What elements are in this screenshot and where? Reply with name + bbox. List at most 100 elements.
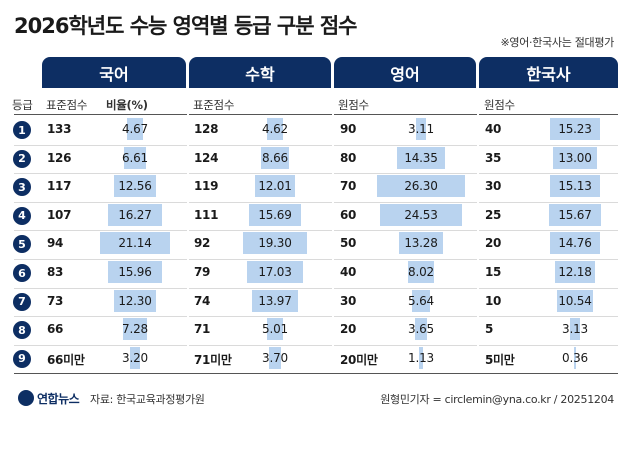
korean-ratio-bar bbox=[129, 346, 141, 369]
column-separator bbox=[187, 57, 189, 373]
math-ratio-bar bbox=[254, 175, 296, 198]
row-divider bbox=[14, 287, 618, 289]
korean-score: 66 bbox=[47, 322, 64, 337]
english-score: 40 bbox=[340, 265, 357, 279]
column-separator bbox=[332, 57, 334, 373]
history-ratio-value: 15.23 bbox=[558, 122, 592, 136]
row-divider bbox=[14, 230, 618, 232]
korean-ratio-value: 12.56 bbox=[118, 179, 152, 194]
history-ratio-bar bbox=[554, 261, 596, 283]
korean-ratio-value: 6.61 bbox=[122, 150, 148, 165]
korean-ratio-value: 3.20 bbox=[122, 350, 148, 365]
header-math: 수학 bbox=[189, 57, 331, 88]
source-text: 자료: 한국교육과정평가원 bbox=[90, 393, 205, 406]
korean-ratio-value: 15.96 bbox=[118, 265, 152, 279]
header-divider bbox=[14, 114, 618, 115]
math-score: 92 bbox=[194, 236, 211, 251]
math-score: 111 bbox=[194, 207, 219, 222]
history-score-label: 원점수 bbox=[484, 98, 515, 112]
history-ratio-value: 12.18 bbox=[558, 265, 592, 279]
history-ratio-value: 10.54 bbox=[558, 293, 592, 308]
math-ratio-value: 17.03 bbox=[258, 265, 292, 279]
row-divider bbox=[14, 316, 618, 318]
history-score: 5미만 bbox=[485, 352, 515, 367]
math-score: 79 bbox=[194, 265, 211, 279]
grade-badge: 2 bbox=[13, 149, 31, 168]
math-ratio-value: 15.69 bbox=[258, 207, 292, 222]
history-ratio-bar bbox=[557, 289, 593, 312]
korean-score: 73 bbox=[47, 293, 64, 308]
korean-ratio-value: 12.30 bbox=[118, 293, 152, 308]
korean-ratio-bar bbox=[123, 146, 147, 169]
history-ratio-bar bbox=[550, 232, 600, 255]
brand-name: 연합뉴스 bbox=[37, 392, 80, 406]
header-english: 영어 bbox=[334, 57, 476, 88]
korean-score: 133 bbox=[47, 122, 72, 136]
math-ratio-bar bbox=[246, 261, 304, 283]
history-ratio-value: 14.76 bbox=[558, 236, 592, 251]
math-ratio-bar bbox=[267, 118, 283, 140]
korean-ratio-bar bbox=[108, 261, 162, 283]
row-divider bbox=[14, 144, 618, 146]
english-ratio-bar bbox=[398, 232, 444, 255]
korean-score-label: 표준점수 bbox=[46, 98, 88, 112]
grade-badge: 3 bbox=[13, 178, 31, 197]
english-score: 70 bbox=[340, 179, 357, 194]
page-title: 2026학년도 수능 영역별 등급 구분 점수 bbox=[14, 14, 357, 38]
english-score: 20미만 bbox=[340, 352, 378, 367]
math-score: 124 bbox=[194, 150, 219, 165]
korean-score: 107 bbox=[47, 207, 72, 222]
math-score: 119 bbox=[194, 179, 219, 194]
history-ratio-value: 13.00 bbox=[558, 150, 592, 165]
yonhap-logo-icon bbox=[18, 390, 34, 406]
history-ratio-bar bbox=[549, 175, 601, 198]
history-score: 25 bbox=[485, 207, 502, 222]
history-ratio-bar bbox=[574, 346, 576, 369]
english-ratio-bar bbox=[411, 289, 431, 312]
english-score: 20 bbox=[340, 322, 357, 337]
history-ratio-bar bbox=[569, 318, 581, 341]
history-ratio-value: 15.13 bbox=[558, 179, 592, 194]
grade-badge: 7 bbox=[13, 292, 31, 311]
english-ratio-value: 5.64 bbox=[408, 293, 434, 308]
math-ratio-value: 5.01 bbox=[262, 322, 288, 337]
english-ratio-value: 14.35 bbox=[404, 150, 438, 165]
english-ratio-bar bbox=[414, 318, 428, 341]
history-ratio-value: 3.13 bbox=[562, 322, 588, 337]
english-ratio-bar bbox=[396, 146, 445, 169]
english-ratio-bar bbox=[377, 175, 465, 198]
english-ratio-value: 13.28 bbox=[404, 236, 438, 251]
header-korean: 국어 bbox=[42, 57, 186, 88]
grade-label: 등급 bbox=[12, 98, 33, 112]
korean-score: 66미만 bbox=[47, 352, 85, 367]
history-score: 10 bbox=[485, 293, 502, 308]
math-ratio-bar bbox=[268, 346, 282, 369]
korean-score: 94 bbox=[47, 236, 64, 251]
grade-badge: 1 bbox=[13, 121, 31, 139]
credit-text: 원형민기자 = circlemin@yna.co.kr / 20251204 bbox=[380, 393, 614, 406]
math-ratio-bar bbox=[251, 289, 299, 312]
header-history: 한국사 bbox=[479, 57, 618, 88]
grade-badge: 5 bbox=[13, 235, 31, 254]
math-score: 71미만 bbox=[194, 352, 232, 367]
english-ratio-value: 3.11 bbox=[408, 122, 434, 136]
korean-ratio-bar bbox=[114, 289, 156, 312]
korean-score: 126 bbox=[47, 150, 72, 165]
grade-badge: 4 bbox=[13, 206, 31, 225]
column-separator bbox=[477, 57, 479, 373]
math-score: 71 bbox=[194, 322, 211, 337]
history-ratio-bar bbox=[548, 203, 602, 226]
history-score: 15 bbox=[485, 265, 502, 279]
english-ratio-bar bbox=[407, 261, 435, 283]
math-score: 74 bbox=[194, 293, 211, 308]
math-ratio-bar bbox=[266, 318, 284, 341]
absolute-evaluation-note: ※영어·한국사는 절대평가 bbox=[500, 36, 614, 49]
korean-ratio-value: 7.28 bbox=[122, 322, 148, 337]
math-ratio-value: 8.66 bbox=[262, 150, 288, 165]
math-score-label: 표준점수 bbox=[193, 98, 235, 112]
korean-ratio-bar bbox=[122, 318, 148, 341]
korean-score: 83 bbox=[47, 265, 64, 279]
math-ratio-value: 3.70 bbox=[262, 350, 288, 365]
korean-ratio-bar bbox=[127, 118, 143, 140]
math-ratio-value: 12.01 bbox=[258, 179, 292, 194]
